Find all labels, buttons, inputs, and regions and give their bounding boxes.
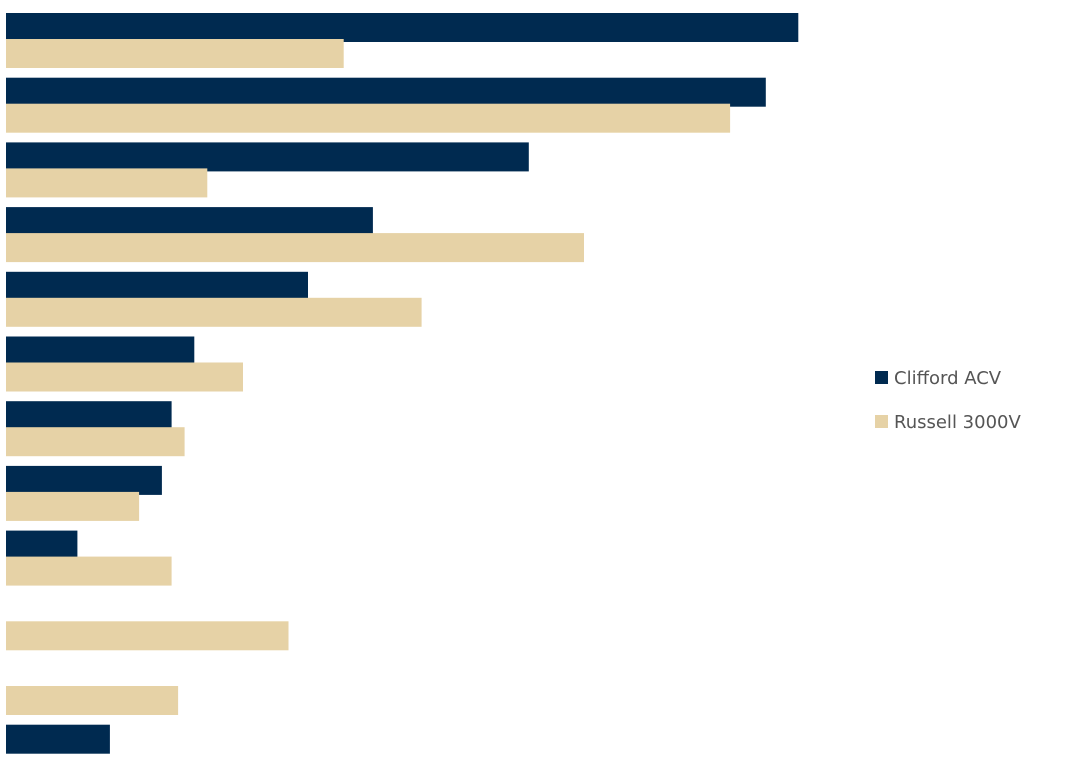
legend: Clifford ACV Russell 3000V — [875, 368, 1021, 433]
bar-russell-3000v-7 — [6, 427, 185, 457]
bar-russell-3000v-8 — [6, 491, 140, 521]
bar-clifford-acv-7 — [6, 401, 172, 431]
bar-russell-3000v-3 — [6, 168, 208, 198]
bar-russell-3000v-1 — [6, 39, 344, 68]
bar-clifford-acv-9 — [6, 530, 78, 560]
bar-clifford-acv-12 — [6, 724, 110, 754]
legend-label-russell-3000v: Russell 3000V — [894, 412, 1021, 433]
bar-russell-3000v-6 — [6, 362, 243, 392]
bar-clifford-acv-6 — [6, 336, 195, 366]
bar-russell-3000v-2 — [6, 103, 731, 133]
bar-clifford-acv-8 — [6, 465, 162, 495]
bar-clifford-acv-2 — [6, 77, 766, 107]
bar-clifford-acv-5 — [6, 271, 308, 301]
bar-russell-3000v-10 — [6, 621, 289, 651]
legend-label-clifford-acv: Clifford ACV — [894, 368, 1002, 389]
bar-clifford-acv-1 — [6, 13, 799, 42]
bars-group — [6, 13, 799, 754]
bar-clifford-acv-4 — [6, 207, 373, 237]
legend-swatch-clifford-acv — [875, 371, 888, 384]
bar-russell-3000v-11 — [6, 686, 179, 715]
bar-russell-3000v-9 — [6, 556, 172, 586]
bar-clifford-acv-3 — [6, 142, 529, 172]
bar-russell-3000v-4 — [6, 233, 584, 263]
bar-russell-3000v-5 — [6, 297, 422, 327]
legend-swatch-russell-3000v — [875, 415, 888, 428]
